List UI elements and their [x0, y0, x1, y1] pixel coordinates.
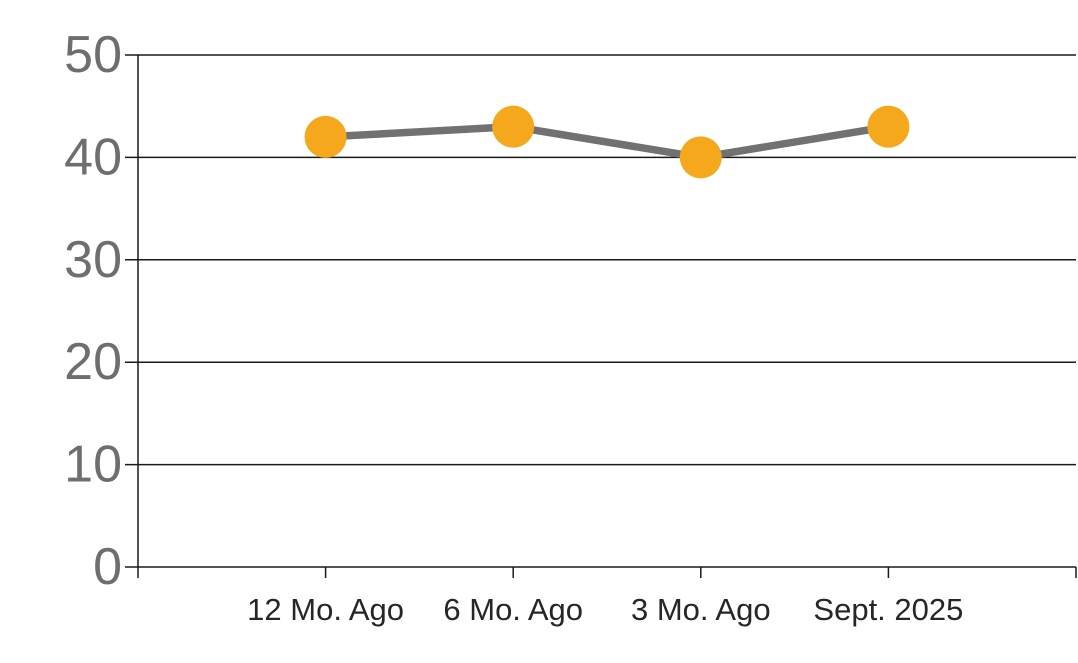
x-axis-category-label: 3 Mo. Ago — [631, 592, 771, 627]
data-point-marker — [492, 105, 535, 148]
data-point-marker — [679, 136, 722, 179]
y-axis-tick-label: 30 — [64, 231, 122, 289]
y-axis-tick-label: 40 — [64, 128, 122, 186]
data-point-marker — [867, 105, 910, 148]
x-axis-category-label: 12 Mo. Ago — [247, 592, 404, 627]
x-axis-category-label: 6 Mo. Ago — [443, 592, 583, 627]
data-point-marker — [304, 115, 347, 158]
y-axis-tick-label: 0 — [93, 538, 122, 596]
y-axis-tick-label: 20 — [64, 333, 122, 391]
y-axis-tick-label: 10 — [64, 436, 122, 494]
x-axis-category-label: Sept. 2025 — [813, 592, 963, 627]
y-axis-tick-label: 50 — [64, 26, 122, 84]
series-line — [321, 122, 893, 162]
